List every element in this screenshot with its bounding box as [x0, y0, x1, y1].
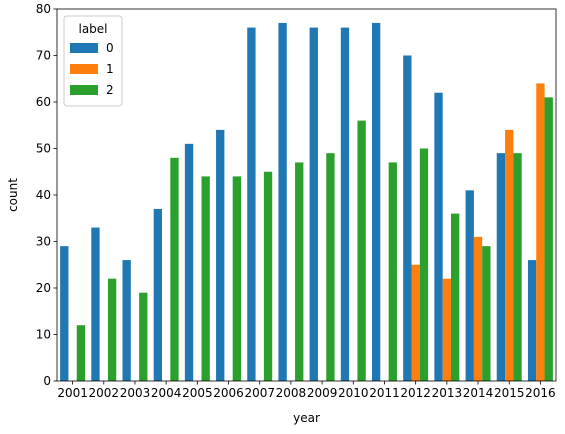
y-tick-label: 40: [36, 188, 51, 202]
bar-2016-label-1: [536, 83, 545, 382]
bar-2005-label-2: [201, 176, 210, 381]
y-axis-label: count: [6, 178, 20, 212]
bar-2009-label-0: [309, 27, 318, 381]
bar-2015-label-2: [513, 153, 522, 381]
bar-2010-label-0: [340, 27, 350, 381]
x-axis-label: year: [293, 411, 320, 425]
bar-2015-label-1: [505, 129, 514, 381]
y-tick-label: 30: [36, 235, 51, 249]
x-tick-label: 2002: [89, 386, 120, 400]
bar-2006-label-2: [232, 176, 242, 381]
bar-2003-label-0: [122, 260, 131, 381]
legend-swatch: [70, 43, 98, 53]
legend-entry: 1: [106, 62, 114, 76]
x-tick-label: 2016: [525, 386, 556, 400]
x-tick-label: 2007: [244, 386, 275, 400]
bar-2013-label-1: [442, 278, 452, 381]
legend-entry: 2: [106, 83, 114, 97]
bar-2008-label-2: [295, 162, 304, 381]
bar-2015-label-0: [496, 153, 506, 381]
bar-2006-label-0: [216, 129, 225, 381]
bar-2002-label-0: [91, 227, 100, 381]
bar-2011-label-2: [388, 162, 397, 381]
bar-2012-label-1: [411, 264, 420, 381]
bar-2014-label-0: [465, 190, 474, 381]
bar-2013-label-0: [434, 92, 443, 381]
bar-2001-label-0: [60, 246, 69, 381]
x-tick-label: 2004: [151, 386, 182, 400]
bar-2007-label-2: [263, 171, 273, 381]
y-tick-label: 80: [36, 2, 51, 16]
bar-2005-label-0: [184, 143, 194, 381]
legend-swatch: [70, 64, 98, 74]
bar-2004-label-2: [170, 157, 179, 381]
x-tick-label: 2015: [494, 386, 525, 400]
legend-box: [63, 15, 123, 107]
x-tick-label: 2006: [213, 386, 244, 400]
bar-2014-label-1: [473, 236, 483, 381]
x-tick-label: 2012: [400, 386, 431, 400]
legend-entry: 0: [106, 41, 114, 55]
y-tick-label: 50: [36, 142, 51, 156]
x-tick-label: 2001: [57, 386, 88, 400]
y-tick-label: 60: [36, 95, 51, 109]
x-tick-label: 2010: [338, 386, 369, 400]
x-axis: 2001 2002 2003 2004 2005 2006 2007 2008 2009 2010…: [57, 381, 556, 400]
bars-group: [60, 22, 553, 382]
bar-2009-label-2: [326, 153, 335, 381]
bar-2013-label-2: [451, 213, 460, 381]
bar-2003-label-2: [139, 292, 148, 381]
y-axis: 0 10 20 30 40 50 60 70 80: [36, 2, 57, 388]
bar-2002-label-2: [107, 278, 117, 381]
legend-title: label: [78, 22, 107, 36]
y-tick-label: 70: [36, 49, 51, 63]
x-tick-label: 2014: [463, 386, 494, 400]
x-tick-label: 2009: [307, 386, 338, 400]
bar-2004-label-0: [153, 208, 162, 381]
bar-2016-label-2: [544, 97, 553, 381]
bar-2010-label-2: [357, 120, 366, 381]
y-tick-label: 20: [36, 281, 51, 295]
legend: label 0 1 2: [63, 15, 123, 107]
x-tick-label: 2008: [276, 386, 307, 400]
x-tick-label: 2003: [120, 386, 151, 400]
x-tick-label: 2013: [432, 386, 463, 400]
bar-2007-label-0: [247, 27, 256, 381]
y-tick-label: 10: [36, 328, 51, 342]
bar-2014-label-2: [482, 246, 491, 381]
x-tick-label: 2005: [182, 386, 213, 400]
bar-2001-label-2: [76, 325, 86, 381]
bar-2012-label-2: [419, 148, 429, 381]
bar-2011-label-0: [371, 22, 381, 381]
bar-2012-label-0: [403, 55, 412, 381]
bar-2008-label-0: [278, 22, 287, 381]
x-tick-label: 2011: [369, 386, 400, 400]
legend-swatch: [70, 85, 98, 95]
bar-2016-label-0: [527, 260, 537, 381]
y-tick-label: 0: [43, 374, 51, 388]
